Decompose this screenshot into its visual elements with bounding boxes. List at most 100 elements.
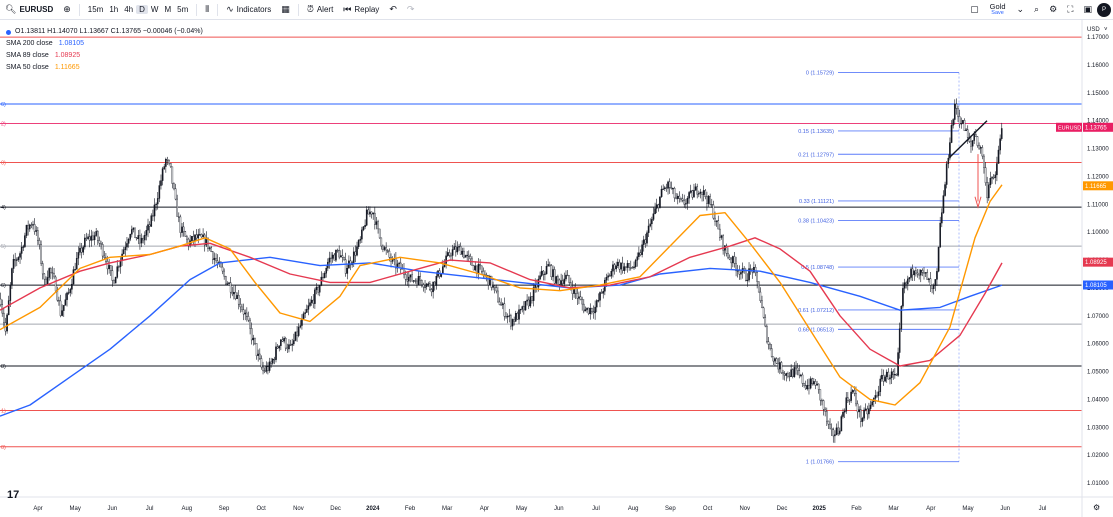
candle-body (82, 246, 85, 253)
price-axis[interactable]: USD ˅ 1.01000 1.02000 1.03000 1.04000 1.05000 1… (1081, 20, 1113, 517)
candle-body (474, 265, 477, 271)
chart-type-button[interactable]: ⫴ (200, 0, 214, 19)
candle-body (717, 220, 720, 230)
candle-body (890, 371, 893, 378)
candle-body (898, 328, 901, 353)
undo-button[interactable]: ↶ (384, 0, 402, 19)
candle-body (652, 213, 655, 220)
candle-body (451, 249, 454, 256)
candle-body (808, 384, 810, 389)
templates-button[interactable]: ▦ (276, 0, 295, 19)
candle-body (419, 276, 421, 281)
sma50-row[interactable]: SMA 50 close 1.11665 (6, 62, 203, 74)
quick-search-button[interactable]: ⌕ (1029, 0, 1044, 19)
candles-icon: ⫴ (205, 4, 210, 14)
candle-body (328, 257, 331, 263)
trend-line[interactable] (949, 120, 988, 158)
candle-body (409, 274, 412, 278)
time-axis[interactable]: Apr May Jun Jul Aug Sep Oct Nov Dec 2024 Feb Mar Apr… (0, 489, 1113, 512)
candle-body (435, 276, 438, 286)
candle-body (22, 246, 25, 248)
layout-menu-button[interactable]: ⌄ (1012, 0, 1030, 19)
candle-body (80, 247, 83, 253)
candle-body (996, 163, 998, 176)
candle-body (866, 408, 869, 415)
alert-button[interactable]: ⏰︎ Alert (302, 0, 338, 19)
horizontal-levels[interactable]: 6) 2) 0) 4) 5) 6) 8) 1) 0) (0, 36, 1082, 451)
candle-body (90, 235, 93, 241)
candle-body (163, 166, 166, 169)
candle-body (542, 270, 545, 275)
candle-body (152, 215, 154, 217)
replay-button[interactable]: ⏮︎ Replay (338, 0, 384, 19)
layout-button[interactable]: ▢ (965, 0, 984, 19)
price-chart[interactable]: 6) 2) 0) 4) 5) 6) 8) 1) 0) 0 (1.15729) 0.15 (1.13… (0, 20, 1113, 517)
candle-body (694, 186, 697, 191)
symbol-search[interactable]: 🔍︎ EURUSD (0, 0, 58, 19)
candle-body (461, 250, 464, 255)
drawings[interactable] (949, 120, 988, 209)
candle-body (51, 272, 54, 274)
candle-body (634, 259, 637, 268)
candle-body (114, 277, 117, 284)
candle-body (830, 427, 833, 430)
candle-body (953, 103, 956, 120)
fibonacci-retracement[interactable]: 0 (1.15729) 0.15 (1.13635) 0.21 (1.12797) 0… (798, 71, 960, 466)
candle-body (537, 278, 540, 288)
candle-body (161, 168, 164, 181)
candle-body (210, 247, 213, 252)
candle-body (131, 229, 133, 235)
candle-body (934, 279, 937, 286)
snapshot-button[interactable]: ▣ (1078, 0, 1097, 19)
candle-body (793, 367, 796, 377)
timeframe-d-button[interactable]: D (136, 5, 148, 14)
level-label: 4) (1, 205, 6, 211)
sma89-row[interactable]: SMA 89 close 1.08925 (6, 50, 203, 62)
indicators-button[interactable]: ∿ Indicators (221, 0, 276, 19)
candle-body (673, 188, 676, 199)
candle-body (352, 251, 355, 263)
timeframe-m-button[interactable]: M (164, 5, 172, 14)
compare-button[interactable]: ⊕ (58, 0, 76, 19)
candle-body (761, 300, 763, 309)
candle-body (359, 238, 362, 241)
publish-button[interactable]: P (1097, 2, 1111, 17)
time-tick: Jul (146, 506, 154, 512)
timeframe-w-button[interactable]: W (150, 5, 159, 14)
candle-body (127, 239, 130, 244)
redo-button[interactable]: ↷ (402, 0, 420, 19)
candle-body (900, 305, 903, 329)
candle-body (753, 267, 755, 273)
candle-body (929, 278, 932, 286)
candle-body (346, 268, 349, 274)
chevron-down-icon[interactable]: ˅ (1104, 27, 1108, 33)
candle-body (545, 266, 548, 275)
candle-body (850, 391, 852, 401)
timeframe-4h-button[interactable]: 4h (124, 5, 134, 14)
candle-body (281, 339, 284, 342)
candle-body (215, 257, 217, 262)
layout-save[interactable]: Gold Save (984, 2, 1012, 17)
axis-settings-icon[interactable]: ⚙ (1093, 503, 1100, 512)
price-tick: 1.13000 (1087, 147, 1109, 153)
candle-body (589, 307, 592, 315)
arrow-down-icon[interactable] (974, 196, 982, 209)
sma200-row[interactable]: SMA 200 close 1.08105 (6, 38, 203, 50)
tradingview-logo-icon[interactable]: 17 (7, 489, 19, 501)
candle-body (495, 287, 498, 292)
timeframe-1h-button[interactable]: 1h (109, 5, 119, 14)
candle-body (979, 147, 982, 149)
candle-body (139, 235, 141, 244)
candle-body (526, 299, 528, 302)
timeframe-5m-button[interactable]: 5m (177, 5, 189, 14)
fullscreen-button[interactable]: ⛶ (1062, 0, 1078, 19)
candle-body (100, 243, 102, 245)
candle-body (924, 272, 927, 274)
candle-body (816, 383, 818, 386)
candle-body (432, 281, 434, 293)
settings-button[interactable]: ⚙︎ (1044, 0, 1062, 19)
timeframe-15m-button[interactable]: 15m (87, 5, 104, 14)
candle-body (32, 224, 34, 226)
candle-body (33, 224, 36, 232)
candle-body (254, 337, 256, 344)
